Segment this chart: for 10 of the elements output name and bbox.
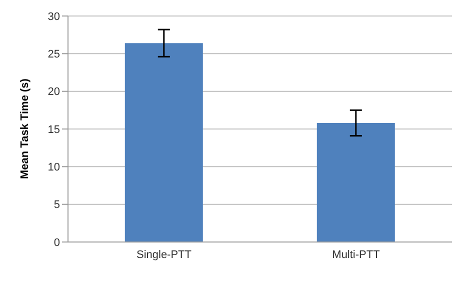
- x-tick-label: Multi-PTT: [332, 248, 380, 261]
- y-tick-label: 5: [54, 199, 60, 212]
- y-tick-label: 25: [48, 48, 60, 61]
- y-tick-label: 15: [48, 124, 60, 136]
- y-axis-title: Mean Task Time (s): [18, 78, 31, 179]
- y-tick-label: 20: [48, 86, 60, 98]
- y-tick-label: 30: [48, 10, 60, 23]
- x-tick-label: Single-PTT: [136, 248, 192, 261]
- y-tick-label: 10: [48, 162, 60, 174]
- y-tick-label: 0: [54, 236, 60, 249]
